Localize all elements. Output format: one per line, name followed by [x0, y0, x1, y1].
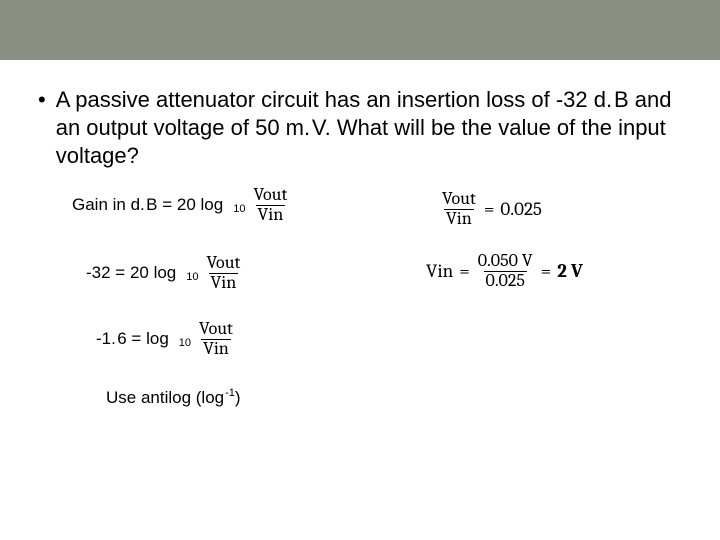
eq3-lead: -1. 6 = log: [96, 329, 169, 349]
eq2-lead: -32 = 20 log: [86, 263, 176, 283]
eq1-num: Vout: [251, 186, 289, 205]
eq3-fraction: Vout Vin: [197, 320, 235, 359]
r2-eq2: =: [541, 260, 552, 282]
result-vin: Vin = 0.050 V 0.025 = 2 V: [426, 252, 583, 291]
eq1-fraction: Vout Vin: [251, 186, 289, 225]
equation-substituted: -32 = 20 log 10 Vout Vin: [86, 254, 242, 293]
equation-gain: Gain in d. B = 20 log 10 Vout Vin: [72, 186, 289, 225]
result-ratio: Vout Vin = 0.025: [440, 190, 542, 229]
title-bar: [0, 0, 720, 60]
equation-antilog: Use antilog (log-1): [106, 388, 241, 408]
eq3-sub: 10: [179, 337, 191, 349]
r1-fraction: Vout Vin: [440, 190, 478, 229]
slide: • A passive attenuator circuit has an in…: [0, 0, 720, 540]
question-bullet: • A passive attenuator circuit has an in…: [38, 86, 698, 170]
eq4-text-a: Use antilog (log: [106, 388, 224, 408]
r2-eq1: =: [459, 260, 470, 282]
r2-answer: 2 V: [557, 260, 583, 282]
r1-val: 0.025: [500, 198, 542, 220]
eq2-den: Vin: [209, 273, 239, 293]
eq2-sub: 10: [186, 271, 198, 283]
r1-eq: =: [484, 198, 495, 220]
eq4-text-b: ): [235, 388, 241, 408]
eq2-num: Vout: [205, 254, 243, 273]
eq2-fraction: Vout Vin: [205, 254, 243, 293]
question-text: A passive attenuator circuit has an inse…: [56, 86, 698, 170]
r2-lhs: Vin: [426, 260, 453, 282]
eq1-lead: Gain in d. B = 20 log: [72, 195, 223, 215]
eq1-den: Vin: [256, 205, 286, 225]
bullet-dot: •: [38, 86, 56, 114]
r2-fraction: 0.050 V 0.025: [476, 252, 535, 291]
eq4-sup: -1: [225, 387, 235, 399]
r2-den: 0.025: [484, 271, 527, 291]
eq1-sub: 10: [233, 203, 245, 215]
content-area: • A passive attenuator circuit has an in…: [38, 86, 698, 188]
r2-num: 0.050 V: [476, 252, 535, 271]
eq3-den: Vin: [201, 339, 231, 359]
equation-divided: -1. 6 = log 10 Vout Vin: [96, 320, 235, 359]
r1-num: Vout: [440, 190, 478, 209]
r1-den: Vin: [444, 209, 474, 229]
eq3-num: Vout: [197, 320, 235, 339]
